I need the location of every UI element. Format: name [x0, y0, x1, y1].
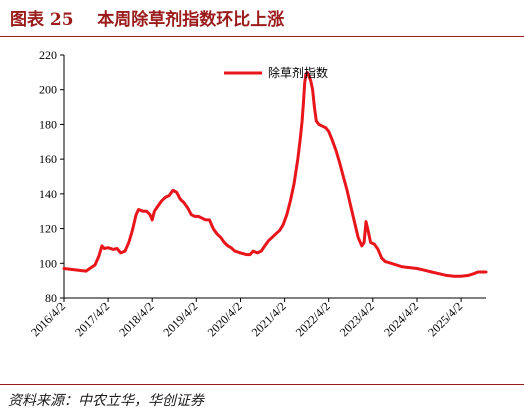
legend: 除草剂指数	[224, 65, 328, 80]
source-rule	[0, 384, 524, 385]
series-line-herbicide-index	[62, 70, 488, 278]
legend-label: 除草剂指数	[268, 65, 328, 80]
series-layer	[62, 70, 488, 278]
y-tick-label: 160	[39, 152, 57, 166]
x-tick-label: 2023/4/2	[337, 299, 377, 339]
y-tick-label: 100	[39, 256, 57, 270]
x-axis: 2016/4/2 2017/4/2 2018/4/2 2019/4/2 2020/4/2…	[28, 297, 486, 339]
x-tick-label: 2018/4/2	[116, 299, 156, 339]
title-rule	[0, 36, 524, 37]
x-tick-label: 2016/4/2	[28, 299, 68, 339]
y-axis: 80 100 120 140 160 180 200 220	[39, 48, 65, 305]
title-bar: 图表 25 本周除草剂指数环比上涨	[0, 0, 524, 40]
x-tick-label: 2024/4/2	[381, 299, 421, 339]
y-tick-label: 140	[39, 187, 57, 201]
figure-title: 图表 25 本周除草剂指数环比上涨	[10, 5, 284, 30]
chart-title: 本周除草剂指数环比上涨	[97, 10, 285, 30]
figure-label: 图表 25	[10, 10, 74, 30]
y-tick-label: 80	[45, 291, 57, 305]
x-tick-label: 2022/4/2	[293, 299, 333, 339]
y-tick-label: 220	[39, 48, 57, 62]
source-note: 资料来源：中农立华，华创证券	[8, 393, 204, 409]
y-tick-label: 180	[39, 117, 57, 131]
y-tick-label: 200	[39, 83, 57, 97]
x-tick-label: 2017/4/2	[72, 299, 112, 339]
y-tick-label: 120	[39, 222, 57, 236]
x-tick-label: 2020/4/2	[205, 299, 245, 339]
x-tick-label: 2025/4/2	[425, 299, 465, 339]
line-chart: 80 100 120 140 160 180 200 220 2016/4/2 2017/4/2…	[28, 48, 488, 339]
x-tick-label: 2019/4/2	[160, 299, 200, 339]
x-tick-label: 2021/4/2	[249, 299, 289, 339]
